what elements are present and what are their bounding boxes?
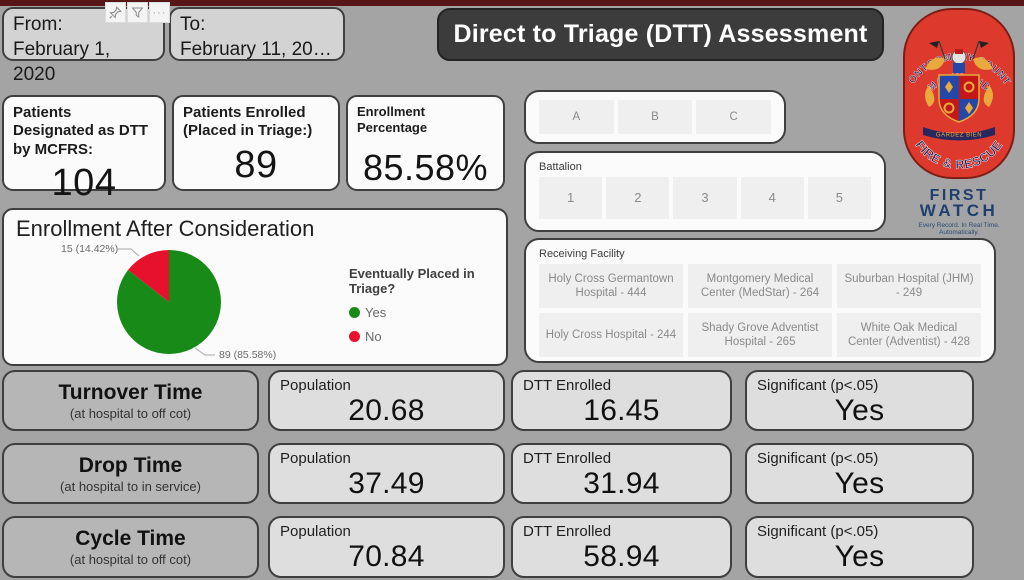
pie-label-no: 15 (14.42%) bbox=[61, 243, 118, 255]
pie-chart: 15 (14.42%) 89 (85.58%) bbox=[61, 243, 276, 361]
cycle-significant-card: Significant (p<.05) Yes bbox=[745, 516, 974, 578]
drop-significant-card: Significant (p<.05) Yes bbox=[745, 443, 974, 504]
receiving-facility-label: Receiving Facility bbox=[539, 248, 625, 260]
legend-no-label: No bbox=[365, 329, 382, 344]
shift-option-c[interactable]: C bbox=[696, 100, 772, 134]
cycle-population-card: Population 70.84 bbox=[268, 516, 505, 578]
significant-label: Significant (p<.05) bbox=[757, 450, 879, 467]
mcfrs-logo: MONTGOMERY COUNTY MARYLAND bbox=[896, 0, 1017, 185]
metric-row-cycle-label-card: Cycle Time (at hospital to off cot) bbox=[2, 516, 259, 578]
dtt-enrolled-label: DTT Enrolled bbox=[523, 523, 612, 540]
legend-no-dot bbox=[349, 331, 360, 342]
cycle-population-value: 70.84 bbox=[348, 540, 425, 573]
facility-option-montgomery-medical[interactable]: Montgomery Medical Center (MedStar) - 26… bbox=[688, 264, 832, 308]
kpi-enrolled-value: 89 bbox=[234, 143, 278, 186]
kpi-designated-label: Patients Designated as DTT by MCFRS: bbox=[13, 104, 149, 158]
badge-motto: GARDEZ BIEN bbox=[936, 133, 982, 139]
shift-option-a[interactable]: A bbox=[539, 100, 614, 134]
population-label: Population bbox=[280, 523, 351, 540]
battalion-option-1[interactable]: 1 bbox=[539, 177, 603, 219]
battalion-option-2[interactable]: 2 bbox=[606, 177, 670, 219]
facility-option-suburban[interactable]: Suburban Hospital (JHM) - 249 bbox=[837, 264, 981, 308]
pin-icon[interactable] bbox=[105, 2, 126, 23]
kpi-designated-value: 104 bbox=[51, 161, 117, 204]
metric-turnover-subtitle: (at hospital to off cot) bbox=[69, 405, 192, 421]
dtt-enrolled-label: DTT Enrolled bbox=[523, 450, 612, 467]
significant-label: Significant (p<.05) bbox=[757, 377, 879, 394]
firstwatch-line1: FIRST bbox=[929, 187, 989, 204]
kpi-percentage-value: 85.58% bbox=[362, 146, 489, 188]
page-title: Direct to Triage (DTT) Assessment bbox=[437, 8, 884, 61]
metric-turnover-title: Turnover Time bbox=[58, 380, 203, 404]
metric-drop-title: Drop Time bbox=[78, 453, 183, 477]
metric-drop-subtitle: (at hospital to in service) bbox=[60, 478, 201, 494]
firstwatch-line2: WATCH bbox=[919, 201, 999, 221]
battalion-option-5[interactable]: 5 bbox=[807, 177, 872, 219]
pie-label-yes: 89 (85.58%) bbox=[219, 349, 276, 361]
facility-option-holy-cross[interactable]: Holy Cross Hospital - 244 bbox=[539, 313, 683, 357]
date-from-value: February 1, 2020 bbox=[13, 39, 111, 86]
drop-population-value: 37.49 bbox=[348, 467, 425, 500]
population-label: Population bbox=[280, 377, 351, 394]
dtt-enrolled-label: DTT Enrolled bbox=[523, 377, 612, 394]
kpi-designated-card: Patients Designated as DTT by MCFRS: 104 bbox=[2, 95, 166, 204]
kpi-enrolled-card: Patients Enrolled (Placed in Triage:) 89 bbox=[172, 95, 340, 191]
population-label: Population bbox=[280, 450, 351, 467]
date-to-label: To: bbox=[180, 14, 206, 35]
firstwatch-logo: FIRST WATCH Every Record. In Real Time. … bbox=[903, 187, 1015, 237]
firstwatch-tagline: Every Record. In Real Time. Automaticall… bbox=[918, 222, 1000, 237]
legend-yes-label: Yes bbox=[365, 305, 387, 320]
battalion-slicer: Battalion 1 2 3 4 5 bbox=[524, 151, 886, 232]
pie-slice-no[interactable] bbox=[128, 250, 169, 302]
legend-yes-dot bbox=[349, 307, 360, 318]
legend-item-no: No bbox=[349, 329, 507, 344]
receiving-facility-slicer: Receiving Facility Holy Cross Germantown… bbox=[524, 238, 996, 363]
turnover-dtt-value: 16.45 bbox=[583, 394, 660, 427]
cycle-significant-value: Yes bbox=[834, 540, 885, 573]
turnover-dtt-card: DTT Enrolled 16.45 bbox=[511, 370, 732, 431]
date-to-value: February 11, 20… bbox=[180, 39, 332, 61]
cycle-dtt-value: 58.94 bbox=[583, 540, 660, 573]
turnover-significant-value: Yes bbox=[834, 394, 885, 427]
shift-option-b[interactable]: B bbox=[617, 100, 693, 134]
pie-chart-title: Enrollment After Consideration bbox=[16, 216, 315, 241]
cycle-dtt-card: DTT Enrolled 58.94 bbox=[511, 516, 732, 578]
pie-slice-yes[interactable] bbox=[117, 250, 222, 354]
metric-cycle-subtitle: (at hospital to off cot) bbox=[69, 552, 192, 567]
date-from-label: From: bbox=[13, 14, 63, 35]
turnover-population-value: 20.68 bbox=[348, 394, 425, 427]
drop-dtt-value: 31.94 bbox=[583, 467, 660, 500]
window-top-edge bbox=[0, 0, 1024, 6]
battalion-option-3[interactable]: 3 bbox=[673, 177, 737, 219]
drop-population-card: Population 37.49 bbox=[268, 443, 505, 504]
pie-legend: Eventually Placed in Triage? Yes No bbox=[349, 266, 507, 344]
battalion-option-4[interactable]: 4 bbox=[740, 177, 804, 219]
visual-header-toolbar: ··· bbox=[105, 2, 170, 23]
facility-option-holy-cross-germantown[interactable]: Holy Cross Germantown Hospital - 444 bbox=[539, 264, 683, 308]
kpi-percentage-label: Enrollment Percentage bbox=[357, 104, 428, 135]
battalion-slicer-label: Battalion bbox=[539, 161, 582, 173]
drop-dtt-card: DTT Enrolled 31.94 bbox=[511, 443, 732, 504]
kpi-enrolled-label: Patients Enrolled (Placed in Triage:) bbox=[183, 104, 313, 140]
date-to-card: To: February 11, 20… bbox=[169, 7, 345, 61]
turnover-significant-card: Significant (p<.05) Yes bbox=[745, 370, 974, 431]
more-options-icon[interactable]: ··· bbox=[149, 2, 170, 23]
metric-cycle-title: Cycle Time bbox=[75, 527, 186, 550]
facility-option-shady-grove[interactable]: Shady Grove Adventist Hospital - 265 bbox=[688, 313, 832, 357]
legend-item-yes: Yes bbox=[349, 305, 507, 320]
kpi-percentage-card: Enrollment Percentage 85.58% bbox=[346, 95, 505, 191]
pie-legend-title: Eventually Placed in Triage? bbox=[349, 266, 475, 296]
shift-slicer: A B C bbox=[524, 90, 786, 144]
facility-option-white-oak[interactable]: White Oak Medical Center (Adventist) - 4… bbox=[837, 313, 981, 357]
filter-icon[interactable] bbox=[127, 2, 148, 23]
drop-significant-value: Yes bbox=[834, 467, 885, 500]
crest-illustration bbox=[923, 40, 995, 141]
turnover-population-card: Population 20.68 bbox=[268, 370, 505, 431]
enrollment-pie-card: Enrollment After Consideration 15 (14.42… bbox=[2, 208, 508, 366]
metric-row-turnover-label-card: Turnover Time (at hospital to off cot) bbox=[2, 370, 259, 431]
significant-label: Significant (p<.05) bbox=[757, 523, 879, 540]
metric-row-drop-label-card: Drop Time (at hospital to in service) bbox=[2, 443, 259, 504]
